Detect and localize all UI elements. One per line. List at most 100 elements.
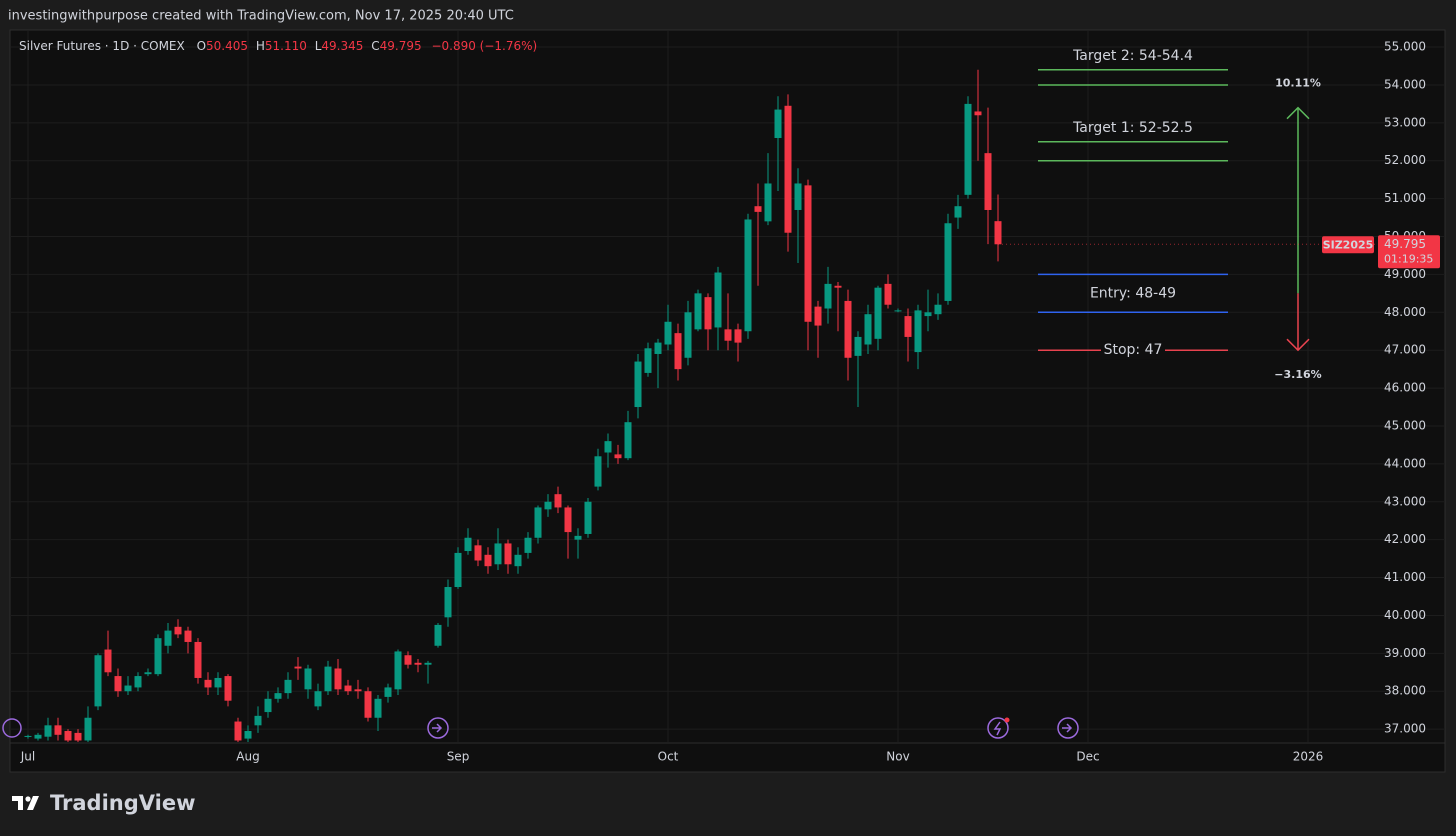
candle-body xyxy=(884,283,892,305)
y-tick-label: 51.000 xyxy=(1384,191,1426,205)
x-tick-label: Sep xyxy=(447,750,470,764)
candle-body xyxy=(344,685,352,692)
candle-body xyxy=(184,630,192,642)
ohlc-label: O xyxy=(197,39,206,53)
y-tick-label: 42.000 xyxy=(1384,532,1426,546)
candle-body xyxy=(924,312,932,317)
candle-body xyxy=(544,501,552,510)
level-label: Entry: 48-49 xyxy=(1090,285,1176,301)
candle-body xyxy=(624,422,632,459)
x-tick-label: Aug xyxy=(236,750,259,764)
candle-body xyxy=(224,676,232,701)
candle-body xyxy=(154,638,162,675)
candle-body xyxy=(194,641,202,678)
arrow-head xyxy=(1286,106,1310,120)
ohlc-value: 49.345 xyxy=(321,39,363,53)
y-tick-label: 37.000 xyxy=(1384,722,1426,736)
candle-body xyxy=(804,185,812,322)
ohlc-value: 49.795 xyxy=(380,39,422,53)
symbol-tag-label: SIZ2025 xyxy=(1323,238,1374,251)
y-tick-label: 48.000 xyxy=(1384,305,1426,319)
candle-body xyxy=(444,587,452,618)
candle-body xyxy=(654,342,662,354)
candle-body xyxy=(454,552,462,588)
event-icons xyxy=(2,717,1079,739)
candle-body xyxy=(864,314,872,345)
y-tick-label: 49.000 xyxy=(1384,267,1426,281)
candle-body xyxy=(854,336,862,356)
y-tick-label: 40.000 xyxy=(1384,608,1426,622)
event-icon[interactable] xyxy=(427,717,449,739)
event-icon[interactable] xyxy=(987,717,1009,739)
ohlc-label: C xyxy=(371,39,379,53)
y-tick-label: 43.000 xyxy=(1384,494,1426,508)
candle-body xyxy=(994,221,1002,245)
candle-body xyxy=(604,441,612,453)
x-tick-label: Nov xyxy=(886,750,909,764)
y-tick-label: 44.000 xyxy=(1384,456,1426,470)
candle-body xyxy=(874,287,882,339)
candle-body xyxy=(904,316,912,337)
x-tick-label: Dec xyxy=(1076,750,1099,764)
candle-body xyxy=(764,183,772,222)
candle-body xyxy=(614,454,622,459)
legend: Silver Futures · 1D · COMEX O50.405 H51.… xyxy=(19,39,537,53)
ohlc-value: 50.405 xyxy=(206,39,248,53)
candle-body xyxy=(204,679,212,688)
candle-body xyxy=(554,494,562,508)
candle-body xyxy=(374,698,382,718)
candle-body xyxy=(284,679,292,694)
y-tick-label: 46.000 xyxy=(1384,381,1426,395)
candle-body xyxy=(464,537,472,552)
candle-body xyxy=(174,626,182,635)
change: −0.890 (−1.76%) xyxy=(431,39,537,53)
candle-body xyxy=(824,283,832,309)
candle-body xyxy=(784,105,792,233)
level-label: Target 1: 52-52.5 xyxy=(1072,120,1193,136)
projection-label: 10.11% xyxy=(1275,77,1321,90)
candle-body xyxy=(964,103,972,195)
candle-body xyxy=(774,109,782,138)
candle-body xyxy=(694,293,702,330)
x-tick-label: Oct xyxy=(658,750,679,764)
plot: Target 2: 54-54.4 Target 1: 52-52.5 Entry:… xyxy=(24,48,1322,742)
candle-body xyxy=(594,456,602,487)
candle-body xyxy=(644,348,652,373)
candle-body xyxy=(314,691,322,707)
candle-body xyxy=(744,219,752,332)
candle-body xyxy=(424,662,432,665)
candle-body xyxy=(94,655,102,707)
candle-body xyxy=(234,721,242,741)
event-icon[interactable] xyxy=(1057,717,1079,739)
candle-body xyxy=(404,655,412,665)
candle-body xyxy=(474,545,482,561)
candle-body xyxy=(914,310,922,353)
y-tick-label: 47.000 xyxy=(1384,343,1426,357)
price-tag-countdown: 01:19:35 xyxy=(1384,252,1433,265)
candle-body xyxy=(834,285,842,288)
candle-body xyxy=(64,731,72,741)
candle-body xyxy=(394,651,402,690)
candle-body xyxy=(494,543,502,565)
pane xyxy=(9,29,1446,773)
candle-body xyxy=(34,734,42,739)
price-tag-value: 49.795 xyxy=(1384,237,1426,251)
symbol-title: Silver Futures · 1D · COMEX xyxy=(19,39,185,53)
candle-body xyxy=(664,321,672,345)
event-icon[interactable] xyxy=(2,718,22,738)
candle-body xyxy=(114,676,122,692)
candle-body xyxy=(134,676,142,688)
candle-body xyxy=(984,153,992,210)
ohlc-value: 51.110 xyxy=(265,39,307,53)
attribution: investingwithpurpose created with Tradin… xyxy=(8,9,514,24)
candle-body xyxy=(364,691,372,718)
candle-body xyxy=(584,501,592,534)
candle-body xyxy=(894,310,902,312)
ohlc-label: L xyxy=(315,39,322,53)
y-tick-label: 55.000 xyxy=(1384,40,1426,54)
y-tick-label: 52.000 xyxy=(1384,153,1426,167)
candle-body xyxy=(324,666,332,692)
event-arrow xyxy=(1062,723,1073,733)
candle-body xyxy=(244,731,252,739)
logo-shape xyxy=(12,796,23,810)
